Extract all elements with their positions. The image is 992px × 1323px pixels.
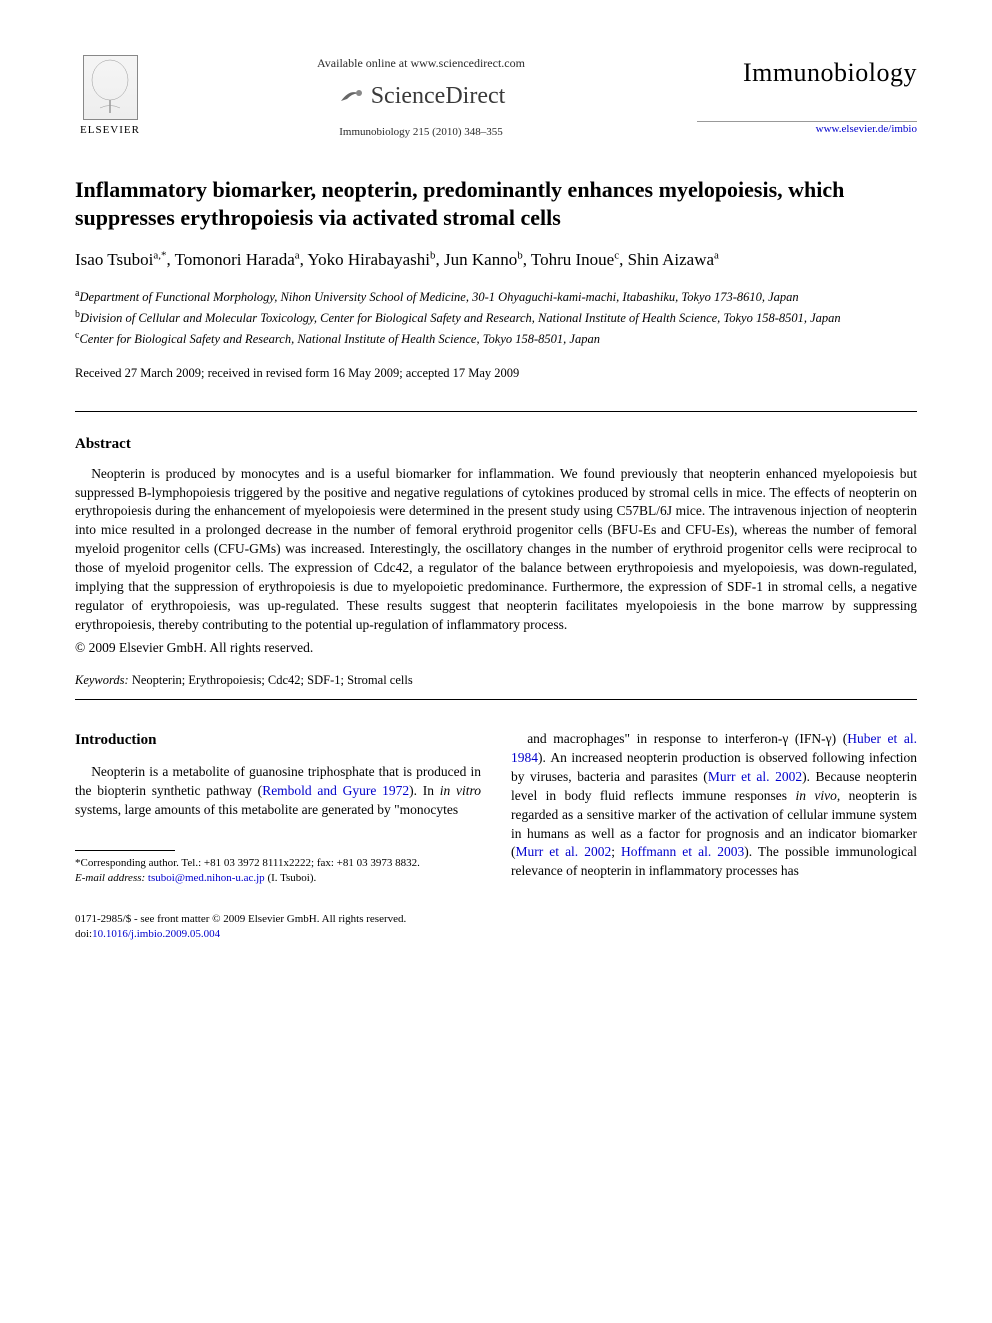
citation-murr-2[interactable]: Murr et al. 2002	[516, 844, 612, 859]
affiliation-a: aDepartment of Functional Morphology, Ni…	[75, 286, 917, 307]
email-line: E-mail address: tsuboi@med.nihon-u.ac.jp…	[75, 871, 481, 886]
article-title: Inflammatory biomarker, neopterin, predo…	[75, 176, 917, 233]
journal-name: Immunobiology	[697, 55, 917, 91]
introduction-heading: Introduction	[75, 730, 481, 751]
column-left: Introduction Neopterin is a metabolite o…	[75, 730, 481, 886]
corresponding-email-link[interactable]: tsuboi@med.nihon-u.ac.jp	[148, 872, 265, 884]
citation-murr-1[interactable]: Murr et al. 2002	[708, 769, 802, 784]
citation-line: Immunobiology 215 (2010) 348–355	[165, 125, 677, 140]
email-label: E-mail address:	[75, 872, 145, 884]
author-list: Isao Tsuboia,*, Tomonori Haradaa, Yoko H…	[75, 247, 917, 273]
available-online-text: Available online at www.sciencedirect.co…	[165, 55, 677, 72]
email-name: (I. Tsuboi).	[267, 872, 316, 884]
introduction-section: Introduction Neopterin is a metabolite o…	[75, 730, 917, 886]
keywords-line: Keywords: Neopterin; Erythropoiesis; Cdc…	[75, 672, 917, 690]
elsevier-logo: ELSEVIER	[75, 55, 145, 138]
elsevier-tree-icon	[83, 55, 138, 120]
affiliation-c: cCenter for Biological Safety and Resear…	[75, 328, 917, 349]
doi-line: doi:10.1016/j.imbio.2009.05.004	[75, 927, 917, 942]
journal-url-link[interactable]: www.elsevier.de/imbio	[697, 122, 917, 137]
footnotes: *Corresponding author. Tel.: +81 03 3972…	[75, 856, 481, 887]
rule-above-abstract	[75, 411, 917, 412]
affiliation-b: bDivision of Cellular and Molecular Toxi…	[75, 307, 917, 328]
page-header: ELSEVIER Available online at www.science…	[75, 55, 917, 141]
affiliations: aDepartment of Functional Morphology, Ni…	[75, 286, 917, 349]
intro-paragraph-left: Neopterin is a metabolite of guanosine t…	[75, 763, 481, 820]
doi-link[interactable]: 10.1016/j.imbio.2009.05.004	[92, 928, 220, 940]
column-right: and macrophages" in response to interfer…	[511, 730, 917, 886]
footnote-rule	[75, 850, 175, 851]
sciencedirect-icon	[337, 83, 365, 111]
sciencedirect-logo: ScienceDirect	[165, 80, 677, 114]
issn-line: 0171-2985/$ - see front matter © 2009 El…	[75, 912, 917, 927]
keywords-label: Keywords:	[75, 673, 129, 687]
intro-paragraph-right: and macrophages" in response to interfer…	[511, 730, 917, 881]
citation-rembold[interactable]: Rembold and Gyure 1972	[262, 783, 409, 798]
article-dates: Received 27 March 2009; received in revi…	[75, 365, 917, 383]
header-center: Available online at www.sciencedirect.co…	[145, 55, 697, 141]
elsevier-label: ELSEVIER	[80, 123, 140, 138]
abstract-heading: Abstract	[75, 434, 917, 455]
abstract-text: Neopterin is produced by monocytes and i…	[75, 465, 917, 635]
journal-block: Immunobiology www.elsevier.de/imbio	[697, 55, 917, 138]
abstract-copyright: © 2009 Elsevier GmbH. All rights reserve…	[75, 639, 917, 658]
page-footer: 0171-2985/$ - see front matter © 2009 El…	[75, 912, 917, 943]
sciencedirect-text: ScienceDirect	[371, 80, 506, 114]
citation-hoffmann[interactable]: Hoffmann et al. 2003	[621, 844, 744, 859]
corresponding-author: *Corresponding author. Tel.: +81 03 3972…	[75, 856, 481, 871]
rule-below-keywords	[75, 699, 917, 700]
keywords-values: Neopterin; Erythropoiesis; Cdc42; SDF-1;…	[132, 673, 413, 687]
